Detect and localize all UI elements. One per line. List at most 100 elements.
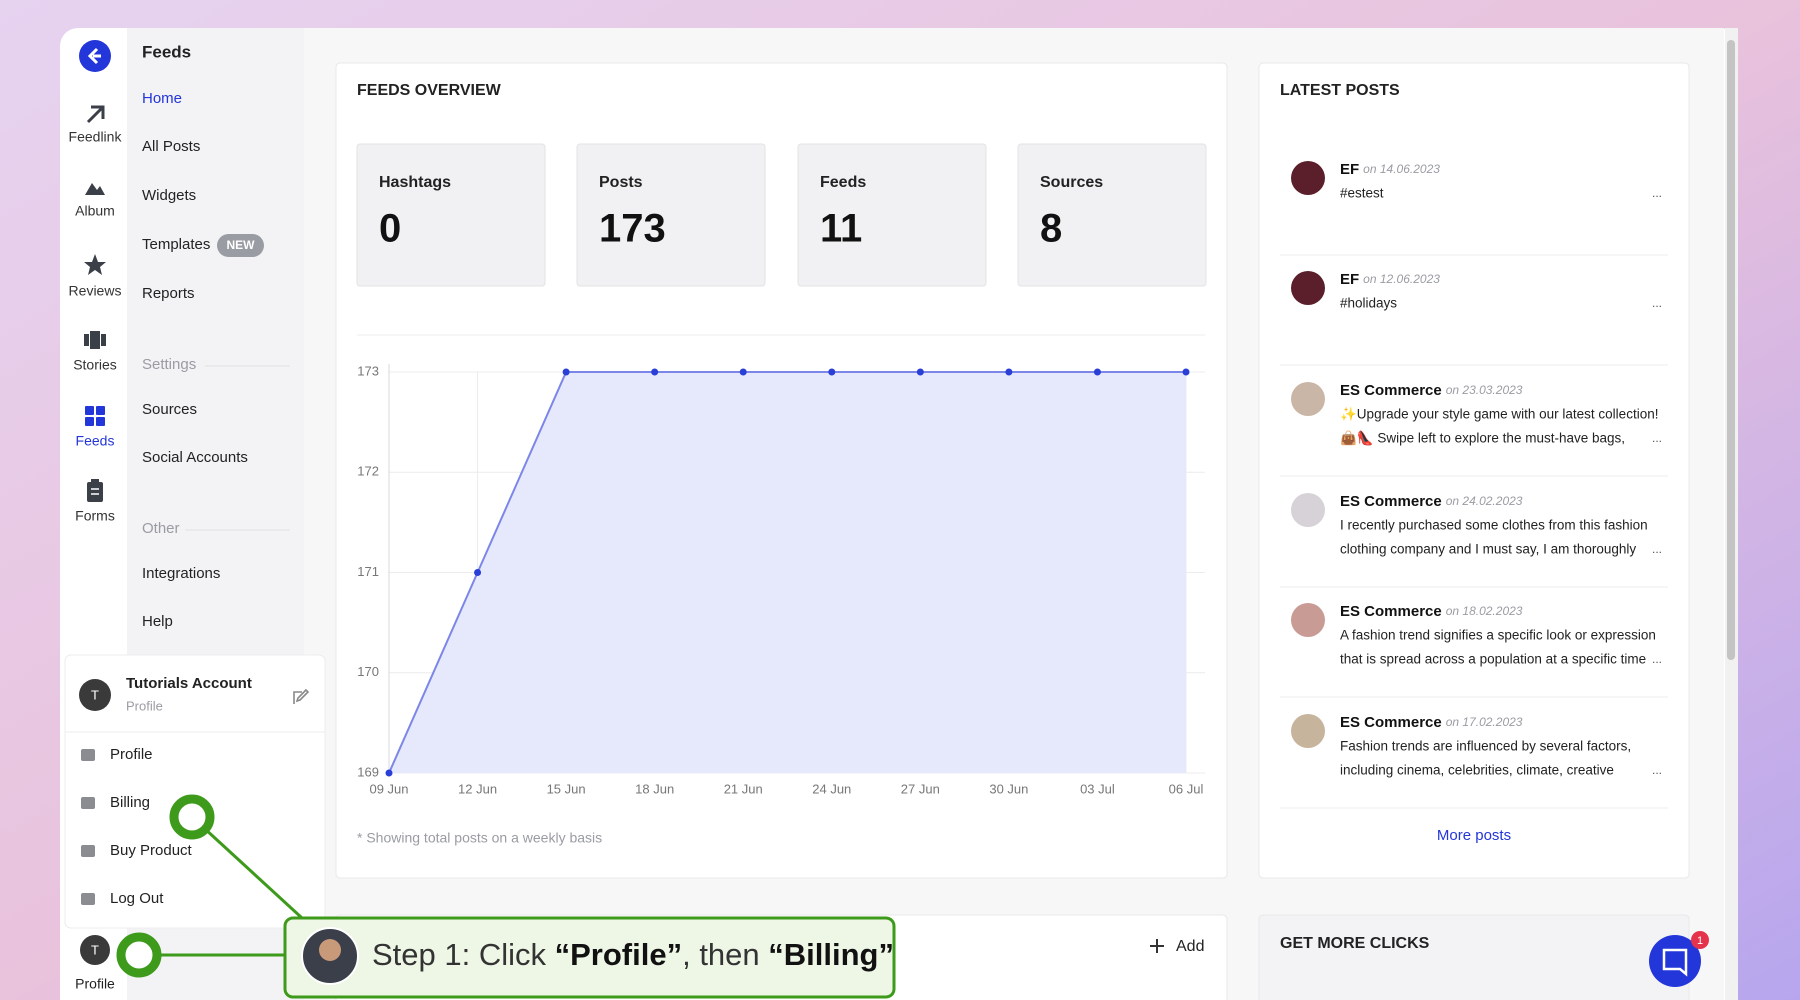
point bbox=[474, 569, 482, 576]
post-ellipsis[interactable]: ... bbox=[1652, 431, 1662, 445]
point bbox=[1093, 368, 1101, 376]
nav-label[interactable]: Forms bbox=[75, 508, 115, 524]
nav-icon[interactable] bbox=[85, 406, 105, 426]
profile-avatar[interactable] bbox=[80, 935, 110, 965]
stat-box bbox=[576, 143, 766, 287]
nav-label[interactable]: Album bbox=[75, 203, 115, 219]
nav-icon[interactable] bbox=[85, 183, 105, 195]
post-ellipsis[interactable]: ... bbox=[1652, 186, 1662, 200]
card-title: LATEST POSTS bbox=[1280, 82, 1400, 99]
nav-label[interactable]: Feeds bbox=[76, 433, 115, 449]
callout-part: , then bbox=[682, 937, 768, 972]
x-tick-label: 09 Jun bbox=[369, 781, 408, 796]
bottom-card bbox=[1258, 914, 1690, 1000]
hotspot[interactable] bbox=[116, 932, 162, 978]
callout-part: “Profile” bbox=[555, 937, 682, 972]
post-date: on 12.06.2023 bbox=[1363, 272, 1440, 286]
icon-shape bbox=[85, 417, 94, 426]
x-tick-label: 03 Jul bbox=[1080, 781, 1115, 796]
post-date: on 14.06.2023 bbox=[1363, 162, 1440, 176]
plus-icon[interactable] bbox=[1150, 939, 1164, 953]
post-ellipsis[interactable]: ... bbox=[1652, 296, 1662, 310]
post-author: EF bbox=[1340, 161, 1359, 178]
x-tick-label: 30 Jun bbox=[989, 781, 1028, 796]
area bbox=[389, 372, 1186, 773]
menu-item[interactable]: Home bbox=[142, 90, 182, 107]
y-tick-label: 172 bbox=[357, 464, 379, 479]
menu-title: Feeds bbox=[142, 42, 191, 61]
account-item[interactable]: Buy Product bbox=[110, 842, 193, 859]
icon-shape bbox=[84, 254, 106, 275]
account-item[interactable]: Log Out bbox=[110, 890, 164, 907]
hotspot[interactable] bbox=[169, 794, 215, 840]
callout-text: Step 1: Click “Profile”, then “Billing” bbox=[372, 937, 894, 972]
posts-card bbox=[1258, 62, 1690, 879]
menu-item[interactable]: Integrations bbox=[142, 565, 220, 582]
post-author: ES Commerce bbox=[1340, 493, 1442, 510]
x-tick-label: 21 Jun bbox=[724, 781, 763, 796]
callout-connector bbox=[190, 815, 304, 920]
menu-item[interactable]: All Posts bbox=[142, 138, 200, 155]
point bbox=[1005, 368, 1013, 376]
point bbox=[385, 769, 393, 777]
edit-icon[interactable] bbox=[293, 688, 310, 704]
more-posts-link[interactable]: More posts bbox=[1437, 827, 1511, 844]
chat-button[interactable] bbox=[1649, 935, 1701, 987]
nav-icon[interactable] bbox=[87, 479, 103, 502]
menu-item[interactable]: Help bbox=[142, 613, 173, 630]
x-tick-label: 27 Jun bbox=[901, 781, 940, 796]
chat-badge bbox=[1691, 931, 1709, 949]
menu-item[interactable]: Social Accounts bbox=[142, 449, 248, 466]
post-text: including cinema, celebrities, climate, … bbox=[1340, 763, 1614, 778]
point bbox=[739, 368, 747, 376]
nav-icon[interactable] bbox=[84, 331, 106, 349]
point bbox=[1182, 368, 1190, 376]
post-header: EF on 12.06.2023 bbox=[1340, 271, 1440, 288]
add-button[interactable]: Add bbox=[1176, 938, 1204, 955]
stat-box bbox=[356, 143, 546, 287]
nav-icon[interactable] bbox=[84, 254, 106, 275]
account-popup bbox=[64, 654, 326, 929]
menu-icon bbox=[81, 893, 95, 905]
post-date: on 23.03.2023 bbox=[1446, 383, 1523, 397]
menu-item[interactable]: Reports bbox=[142, 285, 195, 302]
y-tick-label: 170 bbox=[357, 664, 379, 679]
stat-label: Hashtags bbox=[379, 174, 451, 191]
new-badge-text: NEW bbox=[227, 238, 256, 252]
icon-shape bbox=[91, 479, 99, 484]
new-badge bbox=[217, 234, 264, 257]
menu-item[interactable]: Widgets bbox=[142, 187, 196, 204]
icon-shape bbox=[85, 406, 94, 415]
post-ellipsis[interactable]: ... bbox=[1652, 542, 1662, 556]
menu-item[interactable]: Templates bbox=[142, 236, 210, 253]
nav-label[interactable]: Reviews bbox=[69, 283, 122, 299]
scrollbar-thumb bbox=[1727, 40, 1735, 660]
post-text: Fashion trends are influenced by several… bbox=[1340, 739, 1631, 754]
account-item[interactable]: Billing bbox=[110, 794, 150, 811]
menu-heading: Other bbox=[142, 520, 180, 537]
post-date: on 24.02.2023 bbox=[1446, 494, 1523, 508]
x-tick-label: 12 Jun bbox=[458, 781, 497, 796]
chart-note: * Showing total posts on a weekly basis bbox=[357, 830, 602, 846]
post-avatar bbox=[1291, 714, 1325, 748]
nav-label[interactable]: Feedlink bbox=[69, 129, 123, 145]
callout-part: “Billing” bbox=[768, 937, 894, 972]
post-date: on 17.02.2023 bbox=[1446, 715, 1523, 729]
icon-shape bbox=[86, 105, 105, 124]
icon-shape bbox=[90, 331, 100, 349]
account-item[interactable]: Profile bbox=[110, 746, 153, 763]
menu-icon bbox=[81, 797, 95, 809]
nav-label[interactable]: Stories bbox=[73, 357, 117, 373]
x-tick-label: 06 Jul bbox=[1169, 781, 1204, 796]
callout-part: Step 1: Click bbox=[372, 937, 555, 972]
post-ellipsis[interactable]: ... bbox=[1652, 652, 1662, 666]
account-avatar bbox=[79, 679, 111, 711]
post-text: #estest bbox=[1340, 186, 1384, 201]
x-tick-label: 18 Jun bbox=[635, 781, 674, 796]
point bbox=[562, 368, 570, 376]
post-avatar bbox=[1291, 161, 1325, 195]
nav-icon[interactable] bbox=[86, 105, 105, 124]
chat-icon bbox=[1662, 948, 1688, 977]
post-ellipsis[interactable]: ... bbox=[1652, 763, 1662, 777]
menu-item[interactable]: Sources bbox=[142, 401, 197, 418]
